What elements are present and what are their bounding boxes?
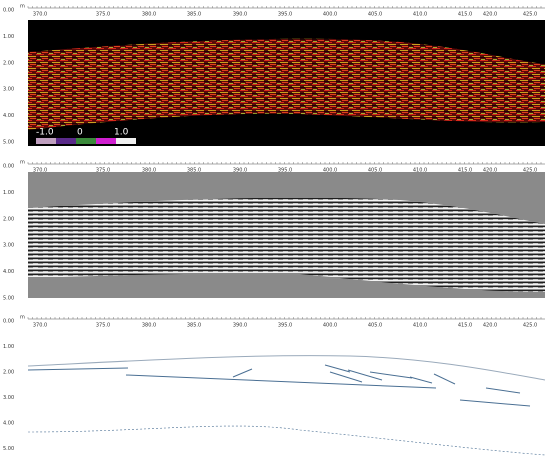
- x-tick-label: 425.0: [523, 12, 537, 18]
- x-tick-label: 395.0: [278, 12, 292, 18]
- x-tick-label: 400.0: [323, 323, 337, 329]
- y-tick-label: 1.00: [3, 344, 14, 350]
- x-tick-label: 395.0: [278, 323, 292, 329]
- interpretation: [27, 355, 546, 456]
- colorbar-label: -1.0: [36, 128, 54, 138]
- x-tick-label: 380.0: [142, 12, 156, 18]
- unit-label: m: [20, 4, 25, 10]
- x-tick-label: 405.0: [368, 323, 382, 329]
- x-tick-label: 395.0: [278, 168, 292, 174]
- x-tick-label: 410.0: [413, 12, 427, 18]
- x-tick-label: 405.0: [368, 12, 382, 18]
- y-tick-label: 3.00: [3, 87, 14, 93]
- x-tick-label: 420.0: [483, 12, 497, 18]
- x-tick-label: 390.0: [233, 168, 247, 174]
- x-tick-label: 390.0: [233, 323, 247, 329]
- x-tick-label: 380.0: [142, 323, 156, 329]
- y-tick-label: 1.00: [3, 190, 14, 196]
- x-tick-label: 385.0: [187, 168, 201, 174]
- y-tick-label: 4.00: [3, 269, 14, 275]
- x-tick-label: 420.0: [483, 323, 497, 329]
- unit-label: m: [20, 160, 25, 166]
- x-tick-label: 375.0: [96, 12, 110, 18]
- x-tick-label: 415.0: [458, 168, 472, 174]
- x-tick-label: 370.0: [33, 168, 47, 174]
- x-tick-label: 410.0: [413, 168, 427, 174]
- x-tick-label: 415.0: [458, 12, 472, 18]
- x-tick-label: 405.0: [368, 168, 382, 174]
- y-tick-label: 1.00: [3, 34, 14, 40]
- radargram-gray: [28, 172, 545, 298]
- x-tick-label: 370.0: [33, 12, 47, 18]
- y-tick-label: 4.00: [3, 421, 14, 427]
- x-tick-label: 375.0: [96, 168, 110, 174]
- x-tick-label: 400.0: [323, 168, 337, 174]
- y-tick-label: 2.00: [3, 60, 14, 66]
- y-tick-label: 0.00: [3, 164, 14, 170]
- x-tick-label: 425.0: [523, 323, 537, 329]
- x-tick-label: 400.0: [323, 12, 337, 18]
- x-tick-label: 385.0: [187, 323, 201, 329]
- y-tick-label: 5.00: [3, 296, 14, 302]
- y-tick-label: 3.00: [3, 395, 14, 401]
- colorbar-label: 1.0: [114, 128, 129, 138]
- y-tick-label: 0.00: [3, 8, 14, 14]
- y-tick-label: 5.00: [3, 140, 14, 146]
- y-tick-label: 4.00: [3, 113, 14, 119]
- y-tick-label: 2.00: [3, 370, 14, 376]
- radargram-color: [28, 20, 545, 146]
- x-tick-label: 425.0: [523, 168, 537, 174]
- y-tick-label: 3.00: [3, 243, 14, 249]
- x-tick-label: 415.0: [458, 323, 472, 329]
- colorbar-label: 0: [77, 128, 83, 138]
- colorbar: -1.0 0 1.0: [36, 128, 136, 144]
- y-tick-label: 0.00: [3, 319, 14, 325]
- x-tick-label: 410.0: [413, 323, 427, 329]
- x-tick-label: 375.0: [96, 323, 110, 329]
- y-tick-label: 5.00: [3, 446, 14, 452]
- x-tick-label: 370.0: [33, 323, 47, 329]
- y-tick-label: 2.00: [3, 216, 14, 222]
- x-tick-label: 380.0: [142, 168, 156, 174]
- x-tick-label: 390.0: [233, 12, 247, 18]
- x-tick-label: 420.0: [483, 168, 497, 174]
- x-tick-label: 385.0: [187, 12, 201, 18]
- unit-label: m: [20, 315, 25, 321]
